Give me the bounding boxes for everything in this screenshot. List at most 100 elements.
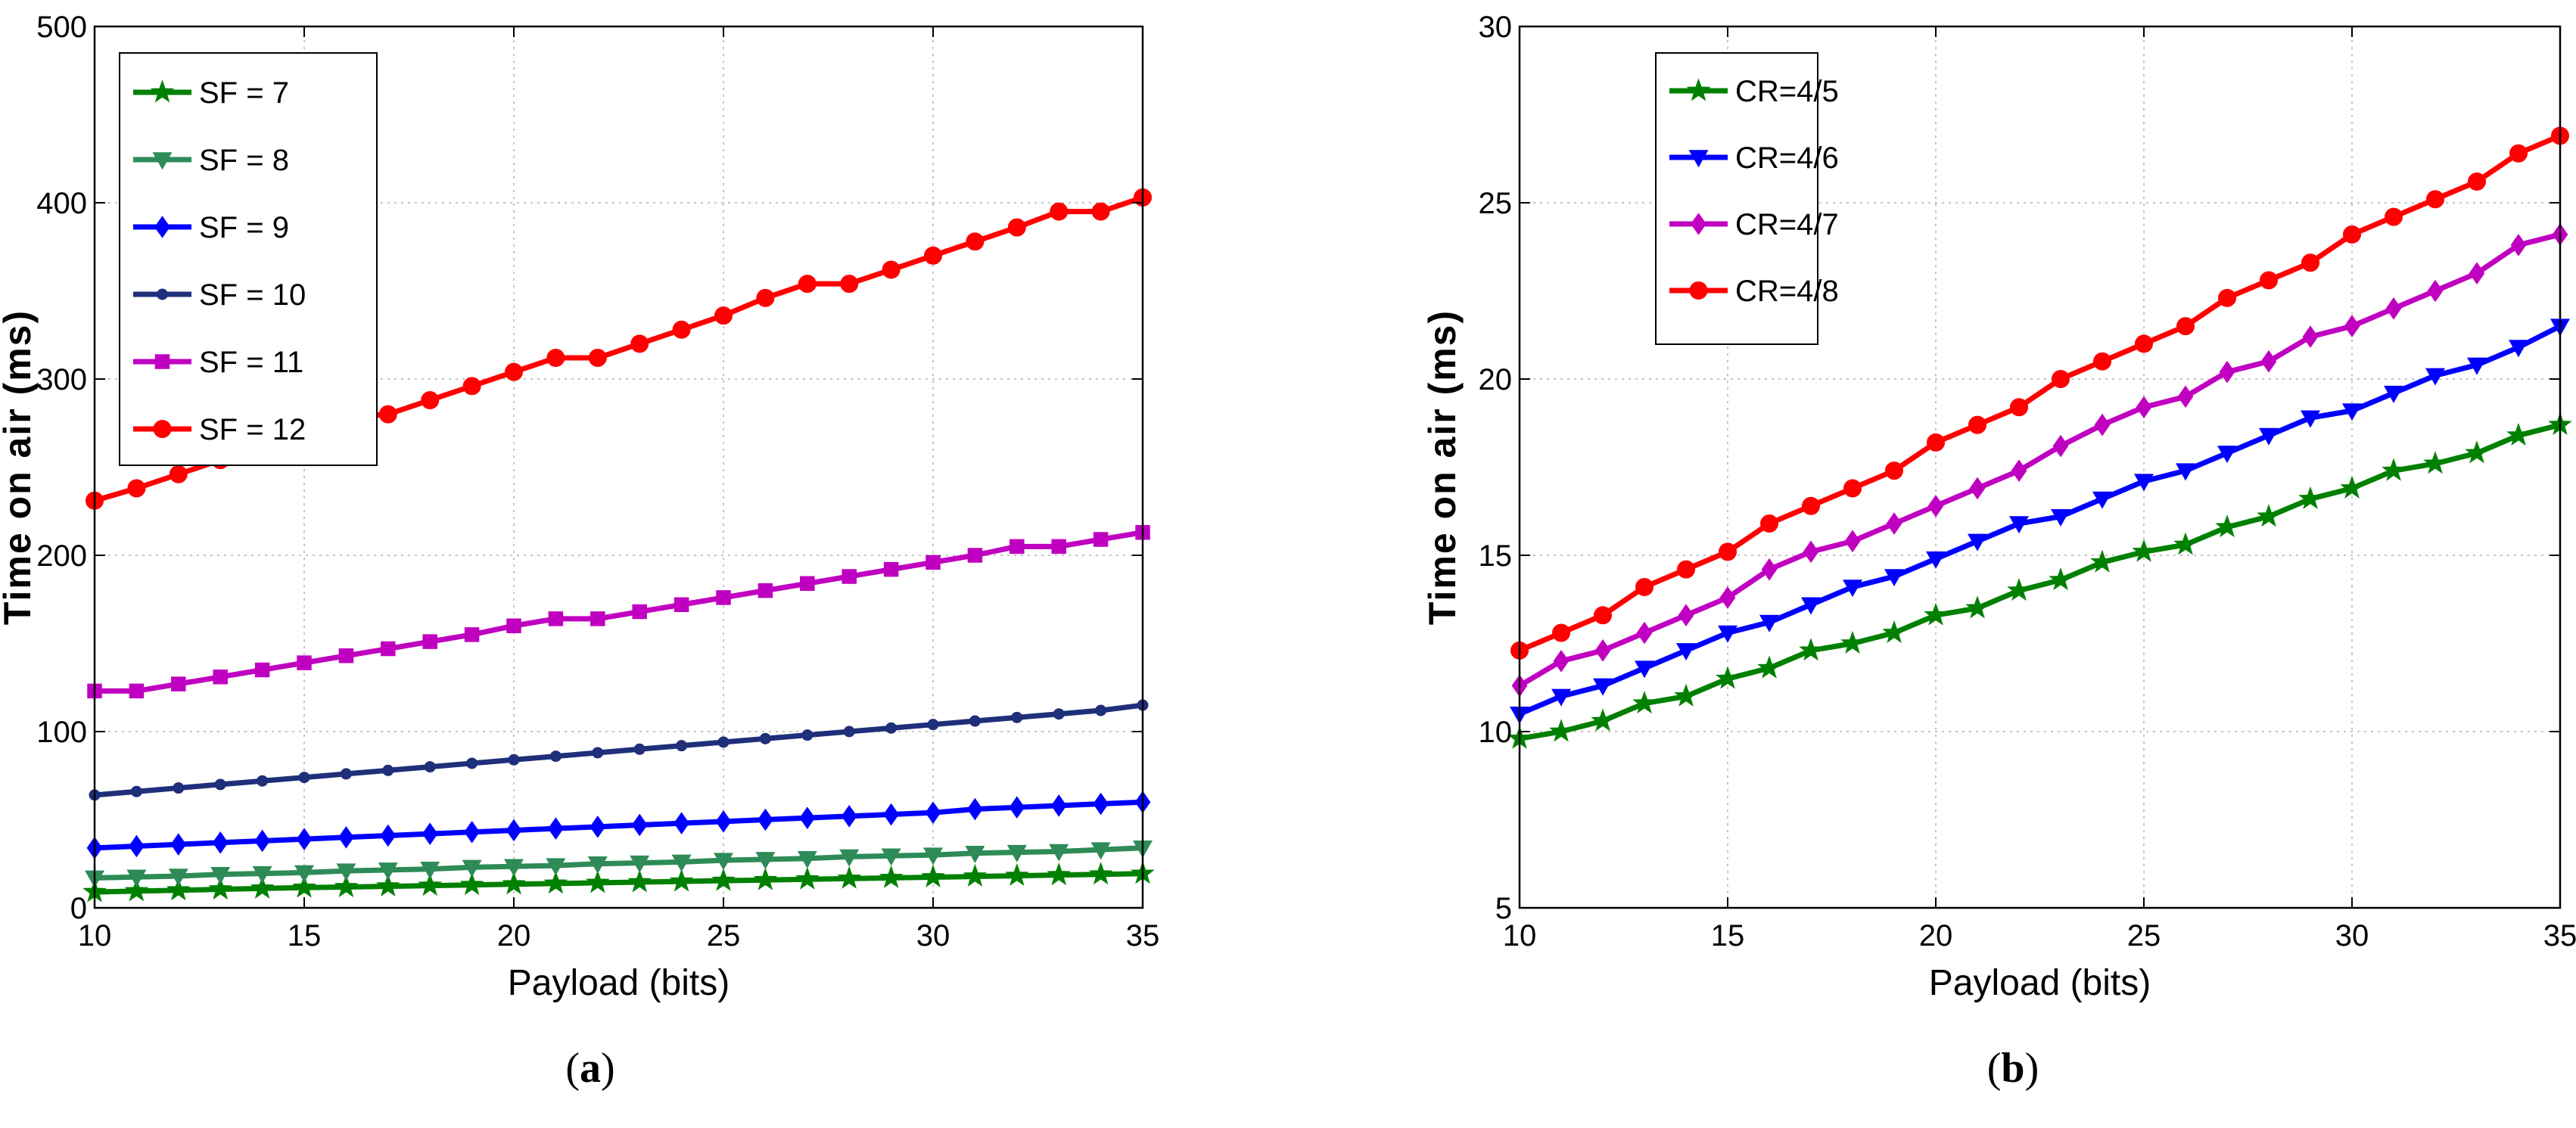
data-point — [2301, 410, 2320, 428]
data-point — [2509, 144, 2528, 163]
data-point — [1927, 494, 1944, 517]
data-point — [424, 761, 436, 773]
data-point — [1677, 560, 1695, 579]
data-point — [2425, 368, 2445, 386]
data-point — [881, 848, 901, 866]
x-tick-label: 20 — [1919, 919, 1953, 952]
legend-marker — [1688, 150, 1709, 168]
x-tick-label: 30 — [2335, 919, 2369, 952]
data-point — [2385, 207, 2403, 226]
series-sf-9 — [86, 791, 1151, 859]
panel-a: 10 15 20 25 30 35 0 100 200 300 400 500 Payload (bit… — [0, 11, 1159, 1092]
data-point — [1050, 202, 1069, 221]
data-point — [173, 782, 185, 794]
data-point — [1761, 558, 1778, 581]
data-point — [1760, 514, 1778, 533]
data-point — [2468, 172, 2486, 191]
data-point — [967, 797, 983, 821]
data-point — [254, 829, 270, 853]
x-tick-label: 25 — [2127, 919, 2161, 952]
data-point — [127, 479, 146, 498]
data-point — [166, 878, 191, 901]
data-point — [759, 732, 771, 744]
data-point — [2094, 413, 2111, 437]
data-point — [2427, 279, 2444, 303]
data-point — [2506, 422, 2531, 446]
data-point — [2090, 549, 2114, 573]
data-point — [1009, 796, 1025, 819]
data-point — [1882, 620, 1906, 643]
data-point — [168, 869, 188, 887]
data-point — [548, 611, 564, 626]
data-point — [170, 833, 187, 856]
legend-entry: SF = 11 — [199, 346, 303, 379]
data-point — [2382, 458, 2406, 481]
data-point — [504, 859, 524, 877]
data-point — [672, 320, 691, 339]
legend: CR=4/5 CR=4/6 CR=4/7 CR=4/8 — [1655, 52, 1839, 345]
data-point — [2467, 357, 2487, 375]
data-point — [212, 831, 229, 854]
data-point — [462, 859, 482, 878]
data-point — [257, 775, 269, 787]
data-point — [2092, 491, 2112, 509]
data-point — [1969, 477, 1986, 500]
data-point — [2135, 334, 2153, 353]
data-point — [630, 855, 650, 873]
data-point — [2093, 352, 2111, 371]
data-point — [2176, 317, 2195, 336]
x-tick-label: 30 — [916, 919, 950, 952]
data-point — [334, 874, 359, 897]
data-point — [546, 858, 566, 876]
data-point — [717, 736, 730, 748]
legend-entry: CR=4/8 — [1735, 275, 1839, 308]
data-point — [1719, 542, 1737, 561]
data-point — [630, 334, 649, 353]
data-point — [1635, 660, 1654, 679]
data-point — [296, 828, 313, 850]
y-axis-label: Time on air (ms) — [1421, 309, 1464, 625]
panel-label: (a) — [565, 1045, 614, 1092]
data-point — [753, 867, 778, 890]
data-point — [1718, 625, 1738, 643]
data-point — [842, 569, 857, 584]
data-point — [837, 865, 862, 889]
data-point — [338, 648, 354, 663]
y-tick-label: 5 — [1495, 892, 1512, 925]
data-point — [590, 816, 606, 838]
data-point — [1843, 479, 1862, 498]
legend-entry: SF = 8 — [199, 144, 289, 177]
data-point — [1011, 711, 1023, 723]
data-point — [885, 722, 898, 734]
series-sf-11 — [87, 524, 1150, 699]
data-point — [254, 662, 270, 678]
x-tick-label: 35 — [1126, 919, 1160, 952]
data-point — [466, 757, 478, 769]
data-point — [755, 852, 776, 870]
data-point — [213, 670, 228, 685]
data-point — [632, 604, 647, 620]
y-tick-label: 300 — [36, 363, 87, 396]
series-cr-4-7 — [1511, 223, 2568, 698]
series-cr-4-6 — [1510, 319, 2570, 724]
data-point — [800, 576, 815, 592]
series-cr-4-5 — [1507, 412, 2572, 749]
series-line — [94, 845, 1143, 881]
legend-marker — [157, 288, 168, 300]
data-point — [843, 726, 855, 738]
data-point — [214, 778, 226, 791]
data-point — [1801, 597, 1821, 615]
data-point — [464, 627, 480, 642]
data-point — [926, 555, 941, 570]
data-point — [839, 849, 860, 867]
data-point — [2260, 271, 2278, 290]
data-point — [965, 846, 985, 863]
data-point — [714, 306, 733, 325]
data-point — [1047, 862, 1072, 886]
data-point — [1553, 649, 1570, 673]
data-point — [298, 772, 310, 784]
series-line — [94, 702, 1143, 798]
data-point — [421, 390, 440, 409]
data-point — [2173, 532, 2198, 555]
data-point — [1090, 842, 1111, 860]
